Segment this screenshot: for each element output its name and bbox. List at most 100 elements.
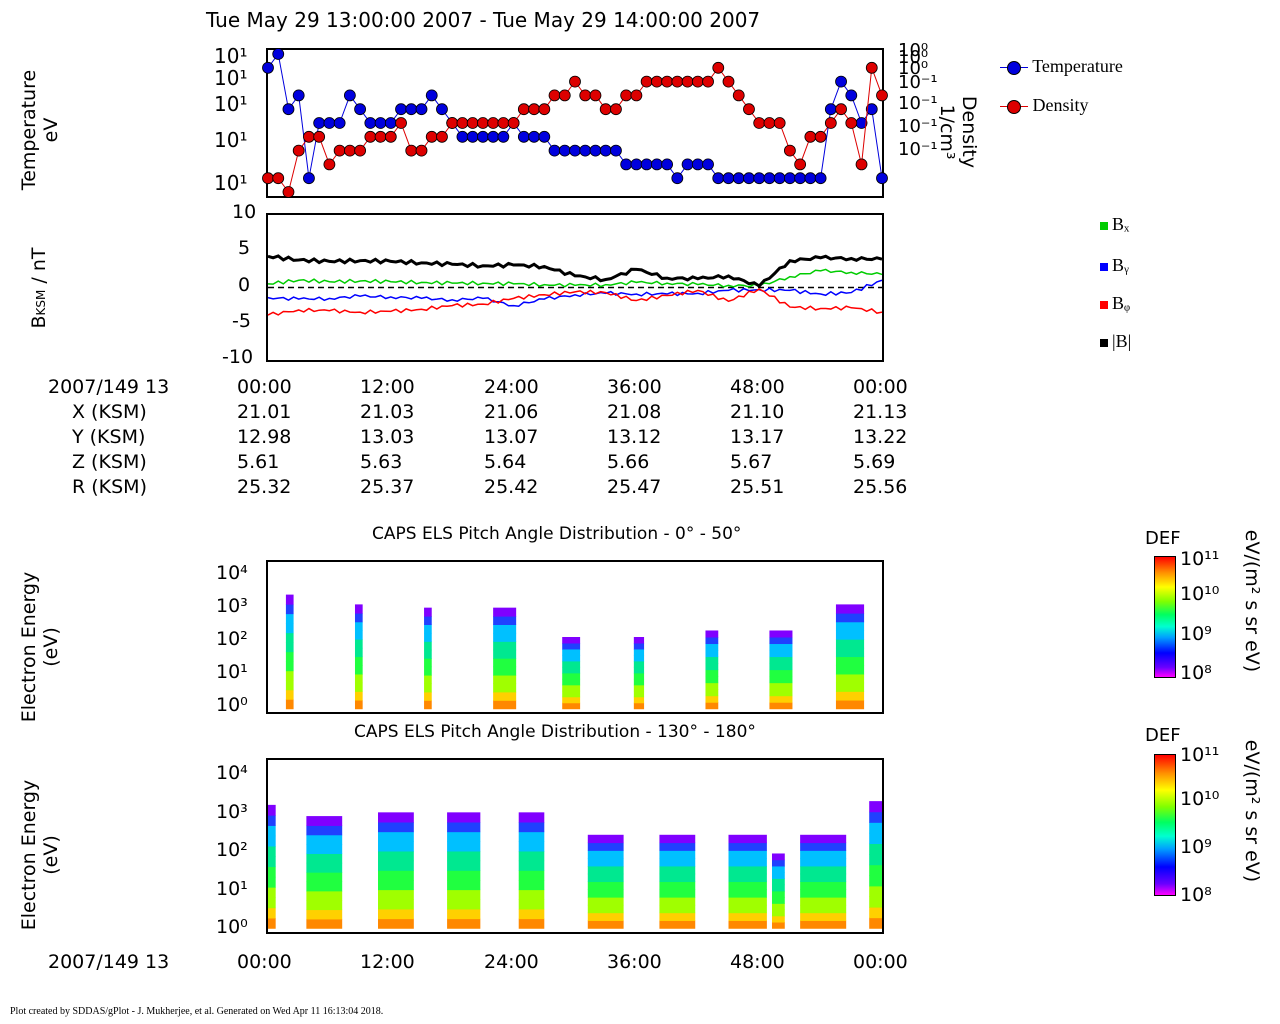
pad-title-2: CAPS ELS Pitch Angle Distribution - 130°…: [354, 722, 756, 742]
colorbar-1-tick-label: 10⁹: [1180, 623, 1212, 645]
heatmap-cell: [447, 841, 481, 852]
ephemeris-value: 21.13: [853, 401, 908, 423]
point-density: [681, 75, 694, 88]
heatmap-cell: [633, 660, 645, 668]
heatmap-cell: [518, 860, 545, 871]
heatmap-cell: [835, 656, 865, 666]
point-temperature: [824, 103, 837, 116]
heatmap-cell: [728, 842, 767, 851]
heatmap-cell: [728, 850, 767, 859]
heatmap-cell: [268, 846, 276, 857]
bottom-time-tick-label: 48:00: [730, 951, 785, 973]
point-temperature: [323, 117, 336, 129]
point-temperature: [681, 158, 694, 171]
heatmap-cell: [493, 666, 517, 676]
heatmap-cell: [728, 889, 767, 898]
heatmap-cell: [285, 594, 294, 605]
heatmap-cell: [285, 689, 294, 700]
point-density: [743, 103, 755, 116]
heatmap-cell: [424, 624, 432, 634]
magnetic-field-panel: [266, 213, 884, 362]
heatmap-cell: [728, 858, 767, 867]
magnetic-tick-label: 0: [238, 273, 251, 296]
heatmap-cell: [493, 675, 517, 684]
point-density: [343, 144, 356, 157]
heatmap-cell: [354, 613, 363, 623]
heatmap-cell: [268, 815, 276, 826]
bottom-time-tick-label: 00:00: [853, 951, 908, 973]
heatmap-cell: [835, 682, 865, 692]
point-temperature: [610, 144, 622, 157]
colorbar-2-tick-label: 10⁸: [1180, 884, 1212, 906]
heatmap-cell: [562, 672, 581, 680]
heatmap-cell: [800, 873, 847, 883]
time-tick-label: 00:00: [853, 376, 908, 398]
heatmap-cell: [424, 691, 432, 701]
point-temperature: [569, 144, 581, 157]
point-temperature: [732, 172, 745, 185]
temperature-tick-label: 10¹: [214, 171, 248, 196]
point-density: [517, 103, 530, 116]
point-temperature: [538, 130, 551, 143]
heatmap-cell: [493, 641, 517, 651]
heatmap-cell: [659, 920, 696, 929]
colorbar-2-tick-label: 10¹¹: [1180, 744, 1220, 766]
heatmap-cell: [800, 904, 847, 914]
time-tick-label: 24:00: [484, 376, 539, 398]
colorbar-2-tick-label: 10⁹: [1180, 836, 1212, 858]
heatmap-cell: [378, 918, 414, 929]
heatmap-cell: [835, 604, 865, 614]
density-tick-label: 10⁰: [898, 47, 929, 69]
heatmap-cell: [354, 656, 363, 666]
ephemeris-value: 13.17: [730, 426, 785, 448]
heatmap-cell: [769, 663, 793, 671]
pad-panel-1: [266, 560, 884, 714]
point-density: [702, 75, 714, 88]
series-line-btot: [267, 254, 883, 289]
point-density: [395, 117, 407, 129]
energy-tick-label: 10⁰: [216, 694, 248, 716]
magnetic-axis-label: BKSM / nT: [28, 247, 50, 329]
heatmap-cell: [869, 907, 882, 919]
point-temperature: [691, 158, 704, 171]
heatmap-cell: [268, 907, 276, 919]
heatmap-cell: [587, 834, 624, 844]
heatmap-cell: [771, 872, 785, 879]
heatmap-cell: [633, 637, 645, 644]
point-temperature: [722, 172, 735, 185]
heatmap-cell: [705, 676, 719, 684]
heatmap-cell: [285, 623, 294, 634]
heatmap-cell: [306, 900, 343, 911]
heatmap-cell: [705, 663, 719, 671]
heatmap-cell: [562, 660, 581, 668]
point-temperature: [804, 172, 817, 185]
heatmap-cell: [800, 858, 847, 867]
density-axis-label: Density 1/cm³: [936, 95, 980, 169]
point-temperature: [876, 172, 888, 185]
point-density: [599, 103, 612, 116]
heatmap-cell: [835, 691, 865, 701]
heatmap-cell: [769, 695, 793, 703]
heatmap-cell: [378, 879, 414, 891]
heatmap-cell: [424, 641, 432, 651]
point-temperature: [865, 103, 878, 116]
point-temperature: [743, 172, 755, 185]
heatmap-cell: [378, 870, 414, 881]
heatmap-cell: [659, 897, 696, 906]
point-density: [425, 130, 438, 143]
heatmap-cell: [306, 825, 343, 836]
point-temperature: [835, 75, 847, 88]
point-density: [476, 117, 489, 129]
point-temperature: [640, 158, 653, 171]
ephemeris-value: 25.32: [237, 476, 292, 498]
point-temperature: [517, 130, 530, 143]
temperature-tick-label: 10¹: [214, 92, 248, 117]
point-density: [333, 144, 346, 157]
heatmap-cell: [771, 909, 785, 917]
heatmap-cell: [518, 889, 545, 900]
heatmap-cell: [771, 922, 785, 929]
heatmap-cell: [835, 665, 865, 675]
heatmap-cell: [562, 642, 581, 650]
heatmap-cell: [268, 887, 276, 898]
point-density: [865, 61, 878, 74]
